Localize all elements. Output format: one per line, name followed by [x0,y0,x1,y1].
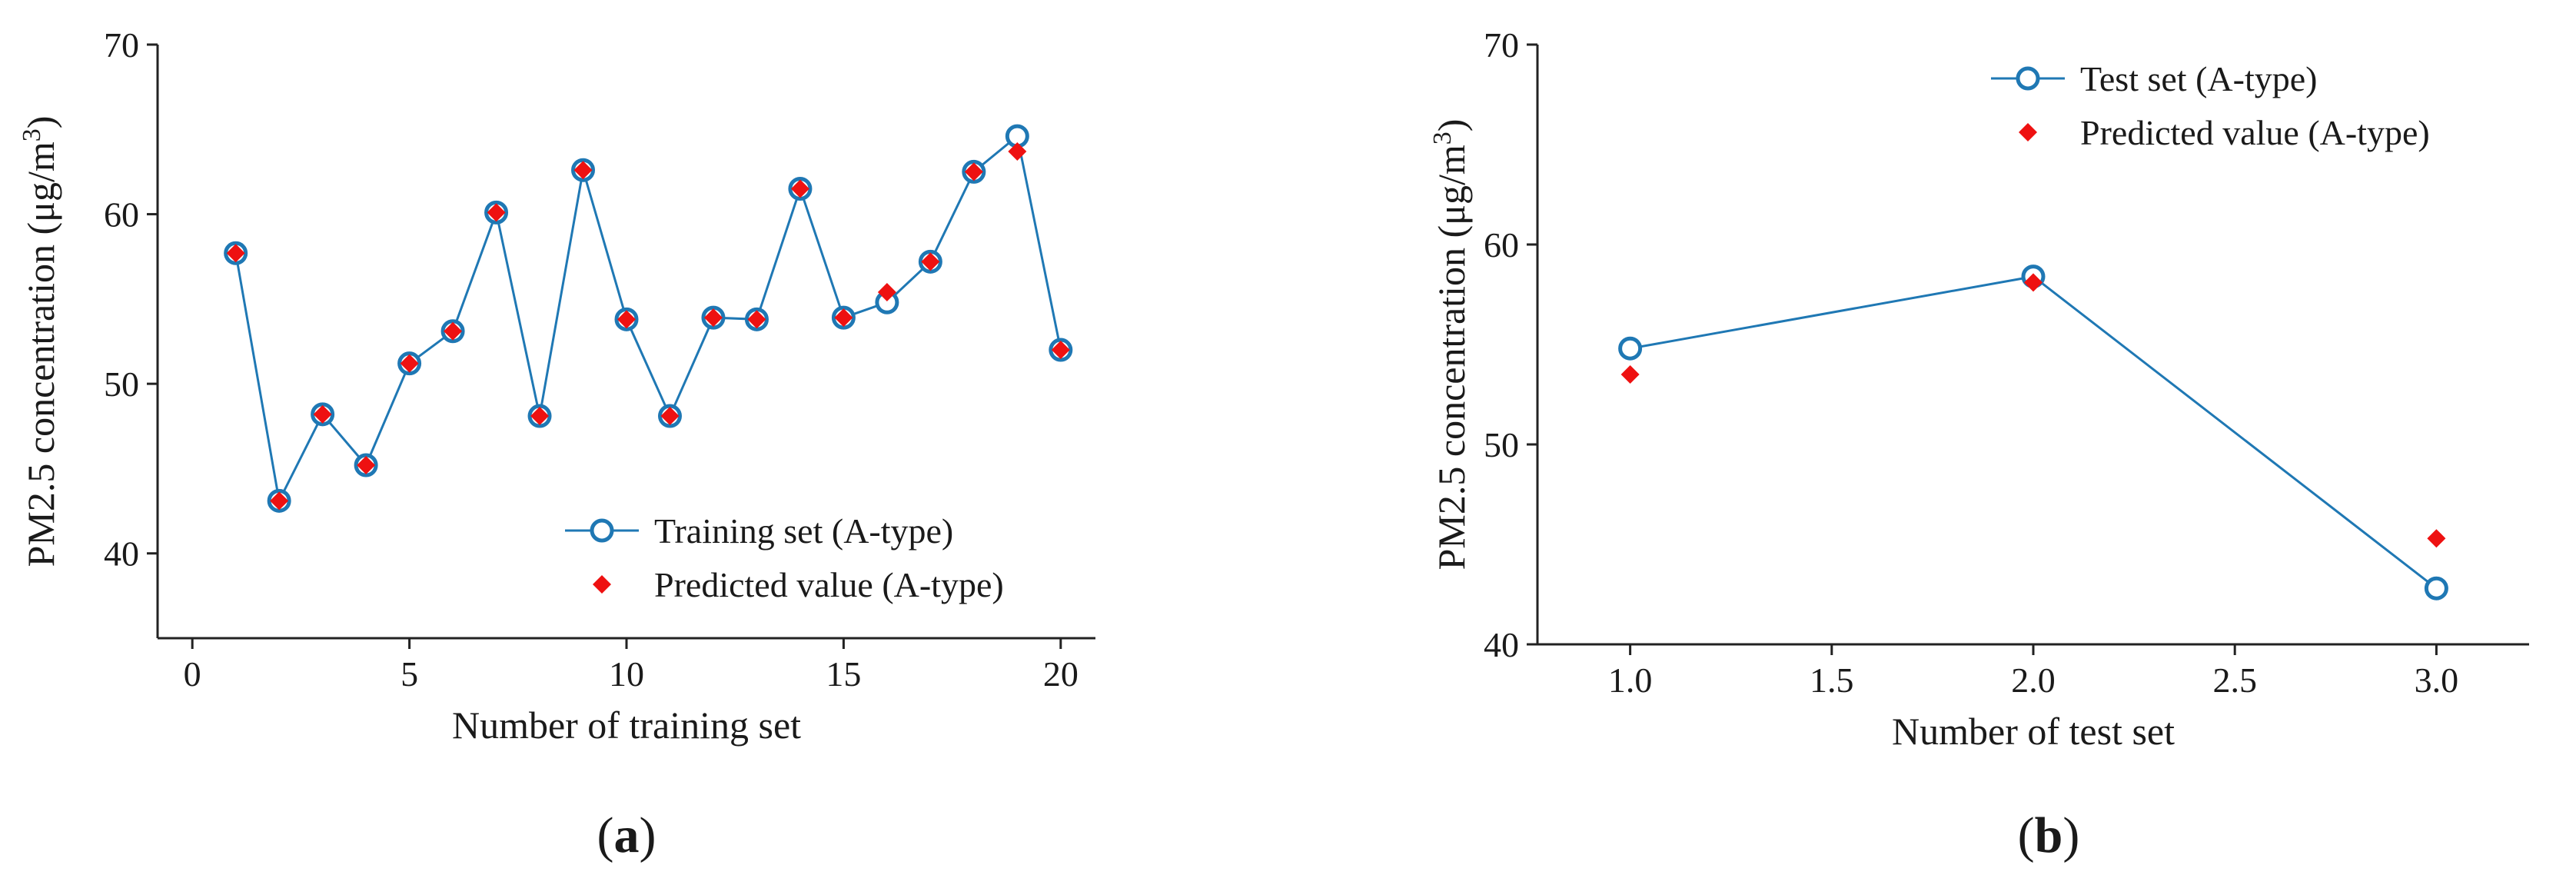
series-line-a [234,134,1062,505]
predicted-point-diamond [964,162,983,181]
predicted-point-diamond [226,244,245,263]
x-axis-title: Number of test set [1892,710,2175,753]
predicted-point-diamond [1620,365,1640,384]
predicted-point-diamond [747,310,766,329]
legend-a: Training set (A-type) Predicted value (A-… [565,511,1004,604]
panel-label-close: ) [640,807,656,863]
x-tick-label: 15 [826,654,861,694]
predicted-point-diamond [921,252,940,271]
predicted-point-diamond [834,308,853,328]
x-tick-label: 5 [401,654,418,694]
y-tick-label: 40 [104,534,139,574]
legend-circle-swatch [2016,66,2040,91]
data-point-circle [2424,576,2448,601]
predicted-point-diamond [400,354,419,373]
predicted-point-diamond [617,310,636,329]
legend-diamond-swatch [2019,123,2037,141]
panel-label-open: ( [2018,807,2035,863]
legend-circle-swatch [590,518,614,543]
y-tick-label: 70 [104,25,139,65]
y-axis-title-main: PM2.5 concentration (μg/m [19,141,62,567]
x-tick-label: 1.0 [1608,660,1653,700]
predicted-point-diamond [1008,141,1027,161]
predicted-point-diamond [790,179,809,198]
data-point-circle [1618,336,1643,361]
y-axis-title-superscript: 3 [1428,131,1457,145]
legend-b: Test set (A-type) Predicted value (A-type… [1991,59,2430,152]
y-tick-label: 60 [1484,225,1519,265]
x-tick-label: 10 [609,654,644,694]
legend-label-series: Training set (A-type) [654,511,953,551]
predicted-point-diamond [660,407,680,426]
predicted-point-diamond [530,407,550,426]
chart-panel-a: 0 5 10 15 20 40 50 60 70 Number of training set PM… [18,25,1095,863]
predicted-point-diamond [877,283,896,302]
x-tick-label: 0 [184,654,201,694]
x-tick-label: 2.5 [2212,660,2257,700]
y-axis-title: PM2.5 concentration (μg/m3) [1428,119,1473,571]
x-tick-label: 2.0 [2011,660,2056,700]
predicted-point-diamond [270,491,289,511]
y-axis-title-close: ) [1430,119,1473,132]
panel-label-close: ) [2062,807,2079,863]
y-tick-label: 40 [1484,625,1519,664]
predicted-point-diamond [573,161,593,180]
y-tick-label: 50 [1484,425,1519,464]
predicted-point-diamond [703,308,723,328]
x-tick-label: 20 [1043,654,1079,694]
y-tick-label: 50 [104,364,139,404]
legend-diamond-swatch [593,575,611,594]
y-axis-title-superscript: 3 [18,128,46,141]
predicted-point-diamond [2024,273,2043,292]
predicted-point-diamond [2427,529,2446,548]
series-line-b [1630,275,2438,590]
y-tick-label: 60 [104,195,139,235]
legend-label-series: Test set (A-type) [2080,59,2317,98]
predicted-point-diamond [487,203,506,222]
predicted-point-diamond [357,456,376,475]
chart-panel-b: 1.0 1.5 2.0 2.5 3.0 40 50 60 70 Number of test se… [1428,25,2529,863]
legend-label-predicted: Predicted value (A-type) [654,565,1004,604]
x-axis-title: Number of training set [452,704,801,747]
legend-label-predicted: Predicted value (A-type) [2080,113,2430,152]
y-axis-title-close: ) [19,116,62,129]
y-axis-title-main: PM2.5 concentration (μg/m [1430,145,1473,570]
panel-label-letter: b [2035,807,2063,863]
panel-label-letter: a [614,807,640,863]
predicted-point-diamond [444,321,463,341]
panel-label: (a) [597,807,656,863]
y-tick-label: 70 [1484,25,1519,65]
x-tick-label: 1.5 [1810,660,1854,700]
panel-label-open: ( [597,807,614,863]
y-axis-title: PM2.5 concentration (μg/m3) [18,116,62,567]
panel-label: (b) [2018,807,2080,863]
x-tick-label: 3.0 [2415,660,2459,700]
predicted-point-diamond [1051,341,1070,360]
predicted-point-diamond [313,404,332,424]
